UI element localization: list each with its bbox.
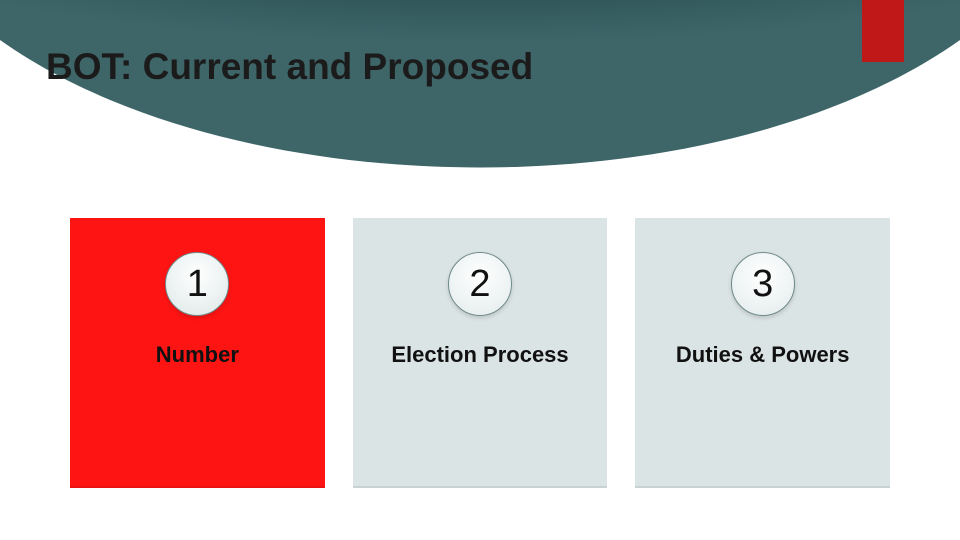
card-2-badge: 2 (448, 252, 512, 316)
card-2: 2 Election Process (353, 218, 608, 488)
card-1-label: Number (156, 342, 239, 368)
slide: BOT: Current and Proposed 1 Number 2 Ele… (0, 0, 960, 540)
card-1-badge: 1 (165, 252, 229, 316)
card-3: 3 Duties & Powers (635, 218, 890, 488)
card-3-label: Duties & Powers (676, 342, 850, 368)
card-2-label: Election Process (391, 342, 568, 368)
slide-title: BOT: Current and Proposed (46, 46, 533, 88)
cards-row: 1 Number 2 Election Process 3 Duties & P… (70, 218, 890, 488)
card-1: 1 Number (70, 218, 325, 488)
accent-bar (862, 0, 904, 62)
card-3-badge: 3 (731, 252, 795, 316)
